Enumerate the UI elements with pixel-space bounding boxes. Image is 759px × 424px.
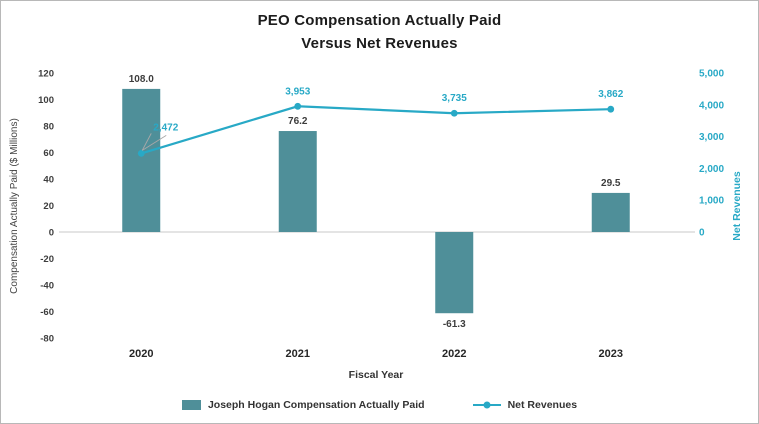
legend: Joseph Hogan Compensation Actually Paid … [1, 399, 758, 411]
bar-value-label: -61.3 [443, 319, 466, 330]
left-tick-label: 20 [43, 201, 54, 212]
right-tick-label: 5,000 [699, 69, 724, 80]
legend-label-bar: Joseph Hogan Compensation Actually Paid [207, 399, 425, 411]
line-marker [137, 149, 145, 157]
legend-item-bar: Joseph Hogan Compensation Actually Paid [181, 399, 425, 411]
net-revenues-line [140, 105, 611, 155]
line-value-label: 3,953 [285, 86, 310, 97]
x-axis-title: Fiscal Year [349, 369, 404, 381]
left-axis-title: Compensation Actually Paid ($ Millions) [9, 118, 20, 294]
right-tick-label: 0 [699, 228, 705, 239]
left-tick-label: -80 [40, 334, 54, 345]
line-value-label: 3,862 [598, 89, 623, 100]
left-tick-label: -20 [40, 254, 54, 265]
line-value-label: 2,472 [153, 122, 178, 133]
chart-title-line2: Versus Net Revenues [301, 34, 458, 52]
chart-title-line1: PEO Compensation Actually Paid [257, 12, 502, 29]
right-tick-label: 1,000 [699, 196, 724, 207]
right-axis-title: Net Revenues [731, 171, 743, 241]
bar-value-label: 76.2 [288, 116, 308, 127]
x-category-label: 2022 [442, 348, 466, 360]
right-tick-label: 3,000 [699, 132, 724, 143]
right-tick-label: 4,000 [699, 100, 724, 111]
line-marker [450, 109, 458, 117]
chart-title: PEO Compensation Actually Paid Versus Ne… [1, 10, 758, 55]
bar-2021 [278, 131, 317, 232]
bar-2020 [122, 88, 161, 233]
bar-value-label: 108.0 [129, 74, 154, 85]
line-marker [294, 102, 302, 110]
left-tick-label: 0 [49, 228, 54, 239]
left-tick-label: 120 [38, 69, 54, 80]
left-tick-label: 40 [43, 175, 54, 186]
bar-2023 [591, 192, 630, 232]
left-tick-label: -60 [40, 307, 54, 318]
right-tick-label: 2,000 [699, 164, 724, 175]
line-swatch [472, 401, 501, 409]
x-category-label: 2021 [286, 348, 310, 360]
legend-item-line: Net Revenues [472, 399, 578, 411]
bar-swatch [181, 400, 201, 410]
line-value-label: 3,735 [442, 93, 467, 104]
callout-leader [141, 133, 152, 151]
legend-label-line: Net Revenues [507, 399, 578, 411]
x-category-label: 2023 [599, 348, 623, 360]
line-marker [607, 105, 615, 113]
bar-2022 [435, 232, 474, 314]
left-tick-label: 60 [43, 148, 54, 159]
left-tick-label: 80 [43, 122, 54, 133]
left-tick-label: -40 [40, 281, 54, 292]
bar-value-label: 29.5 [601, 178, 621, 189]
callout-leader [142, 135, 167, 151]
x-category-label: 2020 [129, 348, 153, 360]
left-tick-label: 100 [38, 95, 54, 106]
